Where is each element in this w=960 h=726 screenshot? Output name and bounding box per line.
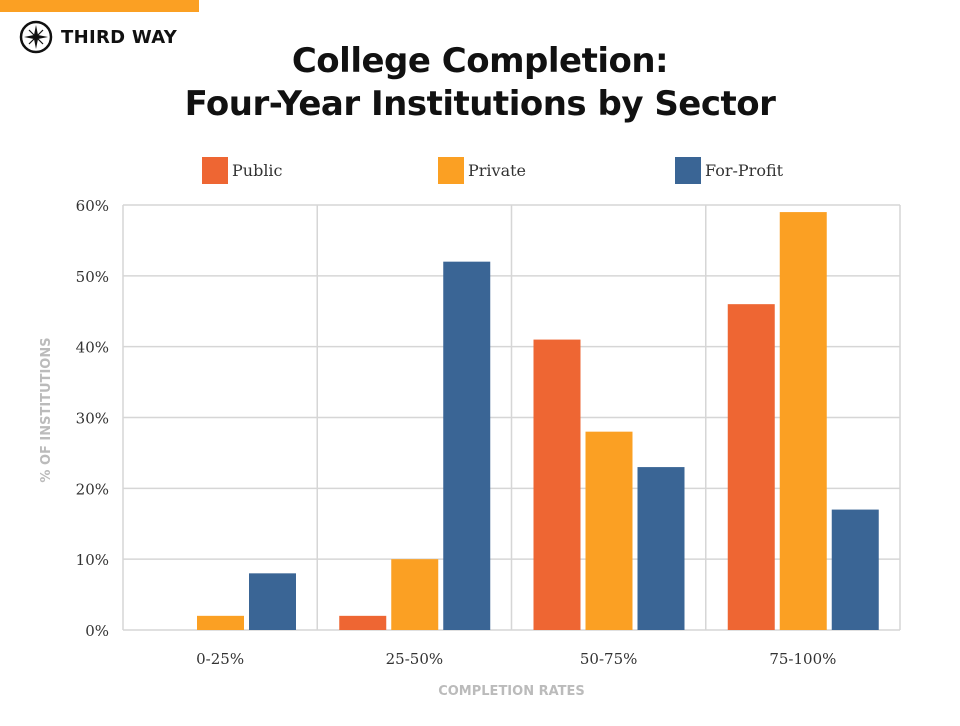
y-tick-label: 40%	[76, 339, 109, 357]
y-tick-label: 50%	[76, 268, 109, 286]
bar-private-50-75%	[585, 431, 633, 630]
bar-public-25-50%	[339, 615, 387, 630]
legend-swatch-public	[202, 157, 228, 184]
bar-private-25-50%	[391, 559, 439, 630]
bar-public-50-75%	[533, 339, 581, 630]
third-way-logo: THIRD WAY	[19, 20, 177, 54]
y-tick-label: 20%	[76, 480, 109, 498]
x-tick-label: 25-50%	[386, 650, 444, 668]
x-tick-label: 75-100%	[769, 650, 836, 668]
y-tick-label: 30%	[76, 410, 109, 428]
bar-for-profit-25-50%	[443, 261, 491, 630]
y-tick-label: 10%	[76, 551, 109, 569]
legend-swatch-for-profit	[675, 157, 701, 184]
bar-public-75-100%	[727, 304, 775, 630]
title-line-2: Four-Year Institutions by Sector	[184, 84, 776, 124]
bar-private-75-100%	[779, 212, 827, 631]
y-tick-label: 60%	[76, 197, 109, 215]
legend-swatch-private	[438, 157, 464, 184]
x-tick-label: 0-25%	[196, 650, 244, 668]
brand-accent-bar	[0, 0, 199, 12]
legend-label: Public	[232, 161, 283, 180]
chart-title: College Completion: Four-Year Institutio…	[0, 40, 960, 126]
bar-private-0-25%	[197, 615, 244, 630]
y-axis-label: % OF INSTITUTIONS	[39, 337, 54, 482]
y-tick-label: 0%	[85, 622, 109, 640]
legend-label: Private	[468, 161, 526, 180]
bar-for-profit-0-25%	[249, 573, 296, 630]
bar-for-profit-50-75%	[637, 467, 685, 630]
legend-label: For-Profit	[705, 161, 784, 180]
bar-for-profit-75-100%	[831, 509, 879, 630]
x-tick-label: 50-75%	[580, 650, 638, 668]
brand-name: THIRD WAY	[61, 26, 178, 48]
x-axis-label: COMPLETION RATES	[438, 684, 585, 699]
title-line-1: College Completion:	[291, 41, 669, 81]
compass-icon	[19, 20, 53, 54]
